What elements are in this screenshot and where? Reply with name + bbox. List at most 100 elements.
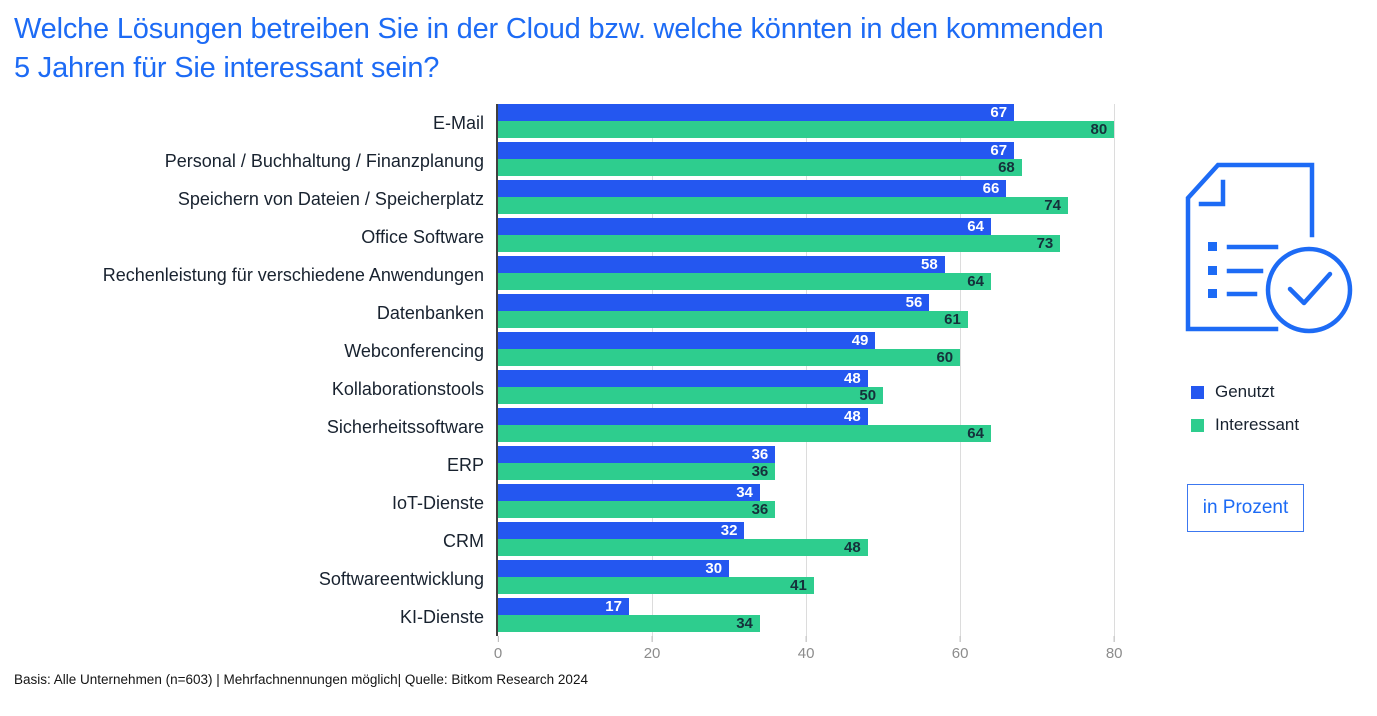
tick-label: 40	[797, 645, 815, 662]
bar-interessant: 64	[498, 425, 991, 442]
document-check-icon	[1185, 162, 1357, 338]
category-label: Sicherheitssoftware	[326, 416, 484, 437]
value-label: 41	[790, 577, 807, 594]
bar-genutzt: 66	[498, 180, 1007, 197]
legend-item: Genutzt	[1191, 382, 1299, 402]
x-axis-tick: 20	[644, 636, 660, 662]
gridline	[960, 104, 962, 636]
category-label: E-Mail	[432, 112, 484, 133]
chart-row: 67 68	[498, 142, 1145, 180]
value-label: 49	[851, 332, 869, 349]
legend-item: Interessant	[1191, 415, 1299, 435]
value-label: 67	[990, 104, 1008, 121]
legend: Genutzt Interessant	[1191, 382, 1299, 448]
value-label: 60	[936, 349, 954, 366]
bar-chart: E-Mail Personal / Buchhaltung / Finanzpla…	[14, 104, 1145, 666]
bar-interessant: 68	[498, 159, 1022, 176]
value-label: 73	[1036, 235, 1054, 252]
category-label: Kollaborationstools	[331, 378, 484, 399]
value-label: 66	[982, 180, 1000, 197]
bar-genutzt: 17	[498, 598, 629, 615]
value-label: 36	[751, 463, 769, 480]
x-axis-tick: 0	[494, 636, 502, 662]
side-panel: Genutzt Interessant in Prozent	[1145, 104, 1363, 666]
chart-row: 56 61	[498, 294, 1145, 332]
value-label: 61	[944, 311, 961, 328]
category-label: Softwareentwicklung	[318, 568, 484, 589]
tick-mark	[651, 636, 653, 642]
x-axis-tick: 80	[1106, 636, 1123, 662]
category-labels-column: E-Mail Personal / Buchhaltung / Finanzpla…	[14, 104, 496, 666]
bar-genutzt: 67	[498, 142, 1015, 159]
chart-row: 64 73	[498, 218, 1145, 256]
category-label: CRM	[443, 530, 484, 551]
legend-label: Interessant	[1215, 415, 1300, 434]
value-label: 48	[844, 539, 861, 556]
value-label: 64	[967, 218, 984, 235]
page-title-line2: 5 Jahren für Sie interessant sein?	[14, 52, 440, 84]
bar-interessant: 64	[498, 273, 991, 290]
chart-row: 30 41	[498, 560, 1145, 598]
category-label: KI-Dienste	[399, 606, 484, 627]
chart-row: 17 34	[498, 598, 1145, 636]
unit-box-label: in Prozent	[1202, 497, 1289, 518]
bar-genutzt: 30	[498, 560, 730, 577]
content: E-Mail Personal / Buchhaltung / Finanzpla…	[14, 104, 1363, 666]
chart-row: 48 64	[498, 408, 1145, 446]
legend-swatch	[1191, 385, 1204, 399]
category-label: Rechenleistung für verschiedene Anwendun…	[102, 264, 484, 285]
category-label: Personal / Buchhaltung / Finanzplanung	[164, 150, 484, 171]
tick-mark	[805, 636, 807, 642]
bar-genutzt: 56	[498, 294, 930, 311]
category-label: IoT-Dienste	[391, 492, 484, 513]
bar-interessant: 80	[498, 121, 1115, 138]
page-title-line1: Welche Lösungen betreiben Sie in der Clo…	[14, 13, 1104, 45]
bar-genutzt: 67	[498, 104, 1015, 121]
category-label: Datenbanken	[376, 302, 484, 323]
value-label: 50	[859, 387, 877, 404]
category-label: Webconferencing	[344, 340, 484, 361]
bar-genutzt: 32	[498, 522, 745, 539]
tick-mark	[1113, 636, 1115, 642]
value-label: 34	[736, 484, 753, 501]
bar-genutzt: 48	[498, 370, 868, 387]
chart-body: E-Mail Personal / Buchhaltung / Finanzpla…	[14, 104, 1145, 666]
legend-swatch	[1191, 418, 1204, 432]
bar-genutzt: 36	[498, 446, 776, 463]
value-label: 17	[605, 598, 622, 615]
bar-rows: 67 80 67 68 66 74 64 73 58 64 56 61 49 60 48 50 48 64 36 36…	[498, 104, 1145, 636]
page-title: Welche Lösungen betreiben Sie in der Clo…	[14, 10, 1363, 88]
value-label: 36	[751, 501, 769, 518]
value-label: 48	[844, 370, 861, 387]
category-label: Office Software	[361, 226, 484, 247]
value-label: 64	[967, 425, 984, 442]
bar-interessant: 73	[498, 235, 1061, 252]
value-label: 74	[1044, 197, 1061, 214]
value-label: 36	[751, 446, 769, 463]
tick-mark	[959, 636, 961, 642]
bar-genutzt: 48	[498, 408, 868, 425]
bar-genutzt: 64	[498, 218, 991, 235]
value-label: 56	[905, 294, 923, 311]
chart-row: 34 36	[498, 484, 1145, 522]
bar-interessant: 50	[498, 387, 884, 404]
bar-interessant: 36	[498, 463, 776, 480]
x-axis-tick: 60	[952, 636, 968, 662]
value-label: 48	[844, 408, 861, 425]
bar-interessant: 34	[498, 615, 760, 632]
unit-box: in Prozent	[1187, 484, 1304, 532]
chart-row: 58 64	[498, 256, 1145, 294]
bar-interessant: 41	[498, 577, 814, 594]
category-label: ERP	[446, 454, 484, 475]
chart-row: 48 50	[498, 370, 1145, 408]
value-label: 32	[720, 522, 738, 539]
tick-label: 0	[493, 645, 503, 662]
gridline	[1114, 104, 1116, 636]
bar-interessant: 61	[498, 311, 968, 328]
tick-label: 80	[1105, 645, 1123, 662]
bar-interessant: 36	[498, 501, 776, 518]
chart-row: 66 74	[498, 180, 1145, 218]
legend-label: Genutzt	[1215, 382, 1275, 401]
tick-mark	[497, 636, 499, 642]
